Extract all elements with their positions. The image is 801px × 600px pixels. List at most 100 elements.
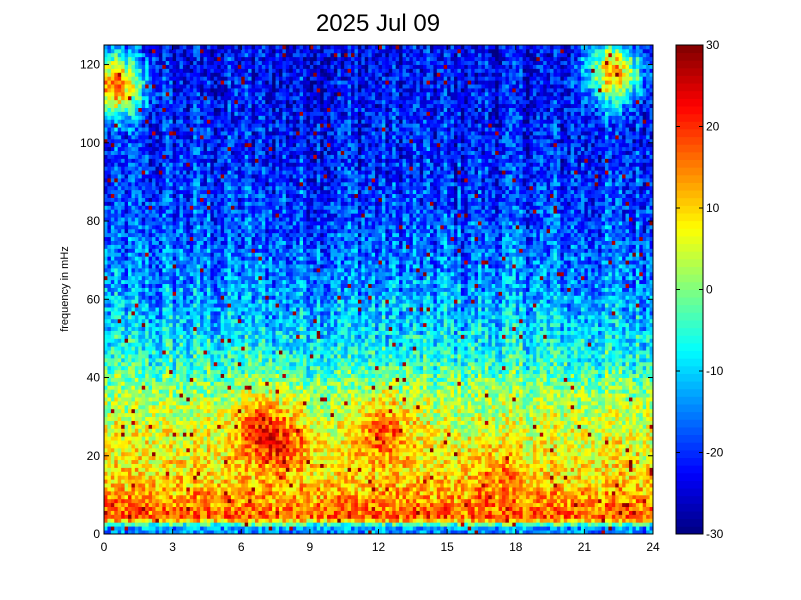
heatmap-cell [131, 440, 136, 445]
heatmap-cell [107, 424, 112, 429]
heatmap-cell [478, 494, 482, 500]
heatmap-cell [481, 455, 486, 461]
heatmap-cell [402, 479, 407, 484]
heatmap-cell [604, 432, 609, 437]
heatmap-cell [265, 467, 270, 472]
heatmap-cell [152, 455, 156, 461]
heatmap-cell [320, 506, 324, 511]
heatmap-cell [543, 436, 548, 441]
heatmap-cell [563, 487, 568, 492]
heatmap-cell [409, 412, 414, 418]
heatmap-cell [227, 530, 232, 535]
heatmap-cell [333, 412, 338, 418]
heatmap-cell [491, 412, 496, 418]
heatmap-cell [128, 408, 132, 414]
heatmap-cell [423, 428, 427, 433]
heatmap-cell [134, 444, 139, 449]
heatmap-cell [419, 506, 424, 511]
heatmap-cell [395, 463, 400, 468]
heatmap-cell [436, 475, 441, 480]
heatmap-cell [464, 487, 469, 492]
heatmap-cell [409, 522, 414, 527]
heatmap-cell [433, 487, 438, 492]
heatmap-cell [426, 459, 431, 464]
heatmap-cell [584, 483, 589, 488]
heatmap-cell [512, 510, 517, 515]
heatmap-cell [488, 475, 493, 480]
heatmap-cell [227, 526, 232, 531]
heatmap-cell [299, 436, 304, 441]
heatmap-cell [272, 506, 276, 511]
heatmap-cell [423, 447, 427, 453]
heatmap-cell [289, 451, 294, 457]
heatmap-cell [375, 510, 379, 515]
heatmap-cell [110, 518, 115, 523]
heatmap-cell [580, 471, 585, 476]
heatmap-cell [502, 526, 506, 531]
heatmap-cell [282, 432, 287, 437]
heatmap-cell [615, 420, 620, 425]
heatmap-cell [241, 416, 246, 421]
heatmap-cell [124, 514, 129, 519]
heatmap-cell [117, 436, 122, 441]
heatmap-cell [618, 444, 623, 449]
heatmap-cell [193, 440, 198, 445]
heatmap-cell [443, 510, 448, 515]
heatmap-cell [107, 455, 112, 461]
heatmap-cell [491, 447, 496, 453]
heatmap-cell [570, 444, 575, 449]
heatmap-cell [598, 424, 602, 429]
heatmap-cell [131, 494, 136, 500]
heatmap-cell [587, 498, 592, 504]
heatmap-cell [176, 424, 180, 429]
heatmap-cell [248, 530, 252, 535]
heatmap-cell [536, 471, 541, 476]
heatmap-cell [217, 459, 222, 464]
heatmap-cell [285, 526, 290, 531]
heatmap-cell [488, 440, 493, 445]
heatmap-cell [251, 412, 256, 418]
heatmap-cell [574, 518, 578, 523]
heatmap-cell [148, 530, 153, 535]
heatmap-cell [536, 416, 541, 421]
heatmap-cell [200, 467, 204, 472]
heatmap-cell [440, 526, 445, 531]
heatmap-cell [361, 530, 366, 535]
heatmap-cell [628, 475, 633, 480]
heatmap-cell [481, 420, 486, 425]
heatmap-cell [604, 463, 609, 468]
heatmap-cell [416, 506, 421, 511]
heatmap-cell [141, 440, 146, 445]
heatmap-cell [330, 459, 335, 464]
heatmap-cell [587, 479, 592, 484]
heatmap-cell [546, 451, 551, 457]
heatmap-cell [265, 455, 270, 461]
heatmap-cell [550, 475, 554, 480]
heatmap-cell [604, 455, 609, 461]
heatmap-cell [587, 467, 592, 472]
heatmap-cell [344, 510, 349, 515]
heatmap-cell [107, 526, 112, 531]
heatmap-cell [498, 428, 503, 433]
heatmap-cell [539, 444, 544, 449]
heatmap-cell [423, 479, 427, 484]
heatmap-cell [488, 518, 493, 523]
heatmap-cell [409, 494, 414, 500]
heatmap-cell [546, 455, 551, 461]
heatmap-cell [254, 506, 259, 511]
heatmap-cell [426, 530, 431, 535]
heatmap-cell [440, 494, 445, 500]
heatmap-cell [505, 455, 510, 461]
heatmap-cell [392, 424, 397, 429]
heatmap-cell [121, 526, 125, 531]
heatmap-cell [371, 483, 376, 488]
heatmap-cell [553, 530, 558, 535]
heatmap-cell [419, 424, 424, 429]
heatmap-cell [282, 424, 287, 429]
heatmap-cell [402, 467, 407, 472]
heatmap-cell [611, 471, 616, 476]
heatmap-cell [450, 506, 455, 511]
heatmap-cell [337, 490, 342, 496]
heatmap-cell [361, 420, 366, 425]
heatmap-cell [265, 424, 270, 429]
